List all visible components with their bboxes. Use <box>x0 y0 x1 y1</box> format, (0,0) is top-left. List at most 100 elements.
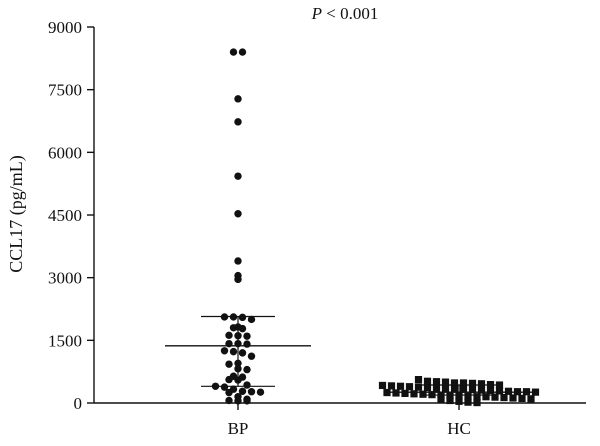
hc-point <box>437 391 445 399</box>
bp-point <box>229 324 238 332</box>
hc-point <box>504 387 513 395</box>
bp-point <box>234 210 242 218</box>
bp-point <box>234 172 242 180</box>
hc-point <box>464 392 472 400</box>
bp-point <box>247 315 256 324</box>
x-ticks: BP HC <box>228 403 471 438</box>
hc-point <box>423 377 432 385</box>
hc-point <box>509 394 517 402</box>
hc-point <box>410 390 418 398</box>
y-tick-label: 1500 <box>48 331 82 350</box>
hc-point <box>437 396 445 404</box>
y-tick-label: 3000 <box>48 269 82 288</box>
hc-point <box>527 395 535 403</box>
bp-point <box>238 349 247 357</box>
hc-point <box>450 379 459 387</box>
bp-point <box>211 382 220 390</box>
hc-point <box>531 388 540 396</box>
bp-point <box>225 388 233 397</box>
hc-point <box>473 398 481 407</box>
chart-title: P < 0.001 <box>311 4 379 23</box>
hc-point <box>482 393 490 401</box>
bp-point <box>234 332 242 340</box>
bp-point <box>229 48 238 56</box>
hc-point <box>522 388 531 396</box>
hc-point <box>459 379 468 387</box>
hc-point <box>495 387 504 395</box>
bp-point <box>234 365 242 373</box>
bp-point <box>234 275 242 284</box>
hc-point <box>396 382 405 390</box>
bp-point <box>234 397 242 405</box>
hc-point <box>432 378 441 386</box>
bp-point <box>225 396 233 405</box>
hc-point <box>405 383 414 391</box>
y-axis-label: CCL17 (pg/mL) <box>6 155 27 273</box>
bp-point <box>234 118 242 126</box>
bp-point <box>220 383 229 391</box>
bp-point <box>234 376 242 384</box>
bp-point <box>238 313 247 322</box>
hc-point <box>486 386 495 395</box>
hc-point <box>518 394 526 403</box>
bp-point <box>229 313 238 321</box>
bp-point <box>243 365 251 374</box>
bp-point <box>225 331 233 340</box>
bp-point <box>234 257 242 265</box>
hc-point <box>455 397 463 405</box>
y-tick-label: 0 <box>74 394 83 413</box>
hc-point <box>428 391 436 399</box>
hc-point <box>473 393 481 401</box>
bp-point <box>225 375 233 384</box>
bp-point <box>238 324 247 333</box>
hc-point <box>414 383 423 391</box>
hc-point <box>383 388 391 397</box>
bp-point <box>238 387 247 396</box>
hc-point <box>419 390 427 398</box>
bp-point <box>229 347 238 356</box>
hc-point <box>464 398 472 406</box>
bp-point <box>247 388 256 396</box>
chart-title-italic: P <box>311 4 322 23</box>
hc-point <box>468 379 477 387</box>
hc-point <box>441 384 450 392</box>
hc-point <box>500 393 508 402</box>
x-tick-label: HC <box>447 419 471 438</box>
hc-point <box>477 386 486 394</box>
y-tick-label: 6000 <box>48 143 82 162</box>
bp-point <box>238 48 247 56</box>
axes <box>93 27 586 404</box>
bp-point <box>225 339 233 348</box>
hc-point <box>495 381 504 389</box>
data-points <box>211 48 540 407</box>
bp-point <box>256 388 265 396</box>
bp-point <box>220 313 229 321</box>
hc-point <box>378 381 387 390</box>
hc-point <box>486 381 495 389</box>
hc-point <box>414 376 423 384</box>
hc-point <box>459 385 468 393</box>
error-bars <box>165 315 532 396</box>
hc-point <box>477 380 486 388</box>
bp-point <box>243 332 251 340</box>
bp-point <box>247 352 256 360</box>
hc-point <box>455 392 463 400</box>
y-tick-label: 9000 <box>48 18 82 37</box>
bp-point <box>234 359 242 368</box>
y-tick-label: 7500 <box>48 81 82 100</box>
bp-point <box>243 397 251 405</box>
bp-point <box>243 340 251 348</box>
hc-point <box>513 388 522 396</box>
chart-title-rest: < 0.001 <box>322 4 378 23</box>
bp-point <box>234 339 242 348</box>
hc-point <box>432 384 441 392</box>
hc-point <box>401 389 409 397</box>
bp-point <box>220 347 229 355</box>
bp-point <box>234 95 242 103</box>
y-ticks: 0 1500 3000 4500 6000 7500 9000 <box>48 18 94 413</box>
hc-point <box>441 378 450 386</box>
hc-point <box>392 389 400 397</box>
hc-point <box>450 385 459 393</box>
bp-point <box>225 360 233 368</box>
